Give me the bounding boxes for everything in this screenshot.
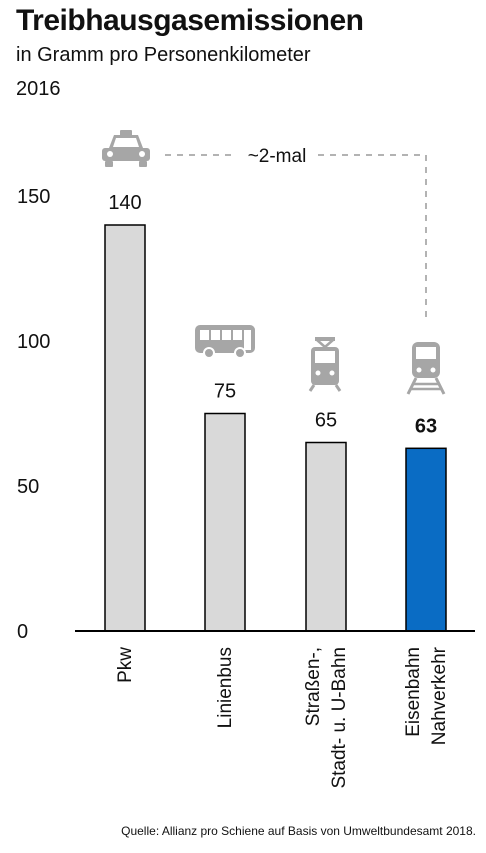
y-tick-label: 150 (17, 186, 50, 208)
bar (305, 441, 347, 632)
y-tick-label: 100 (17, 331, 50, 353)
y-tick-label: 50 (17, 476, 39, 498)
category-label: Stadt- u. U-Bahn (329, 647, 350, 789)
category-label: Linienbus (215, 647, 236, 728)
bus-icon (195, 325, 255, 359)
data-label: 140 (108, 192, 141, 214)
train-icon (406, 342, 446, 395)
category-label: Pkw (115, 647, 136, 683)
category-labels: Pkw Linienbus Straßen-, Stadt- u. U-Bahn Eis… (115, 646, 450, 788)
car-icon (102, 130, 150, 167)
category-label: Nahverkehr (429, 646, 450, 745)
data-label: 65 (315, 410, 337, 432)
annotation-label: ~2-mal (248, 146, 307, 167)
bars (104, 224, 447, 632)
bar (104, 224, 146, 632)
chart-title: Treibhausgasemissionen (16, 4, 364, 37)
value-labels: 140 75 65 63 (108, 192, 437, 437)
source-note: Quelle: Allianz pro Schiene auf Basis vo… (121, 824, 476, 838)
y-axis-ticks: 0 50 100 150 (17, 186, 50, 643)
category-label: Straßen-, (303, 647, 324, 726)
bar (405, 447, 447, 632)
annotation-dashed-line (165, 154, 427, 318)
data-label: 63 (415, 415, 437, 437)
category-label: Eisenbahn (403, 647, 424, 737)
bar (204, 412, 246, 632)
chart-year: 2016 (16, 78, 61, 100)
vehicle-icons (102, 130, 446, 395)
chart-subtitle: in Gramm pro Personenkilometer (16, 44, 311, 66)
data-label: 75 (214, 381, 236, 403)
tram-icon (308, 337, 342, 392)
comparison-annotation: ~2-mal (165, 146, 427, 318)
y-tick-label: 0 (17, 621, 28, 643)
